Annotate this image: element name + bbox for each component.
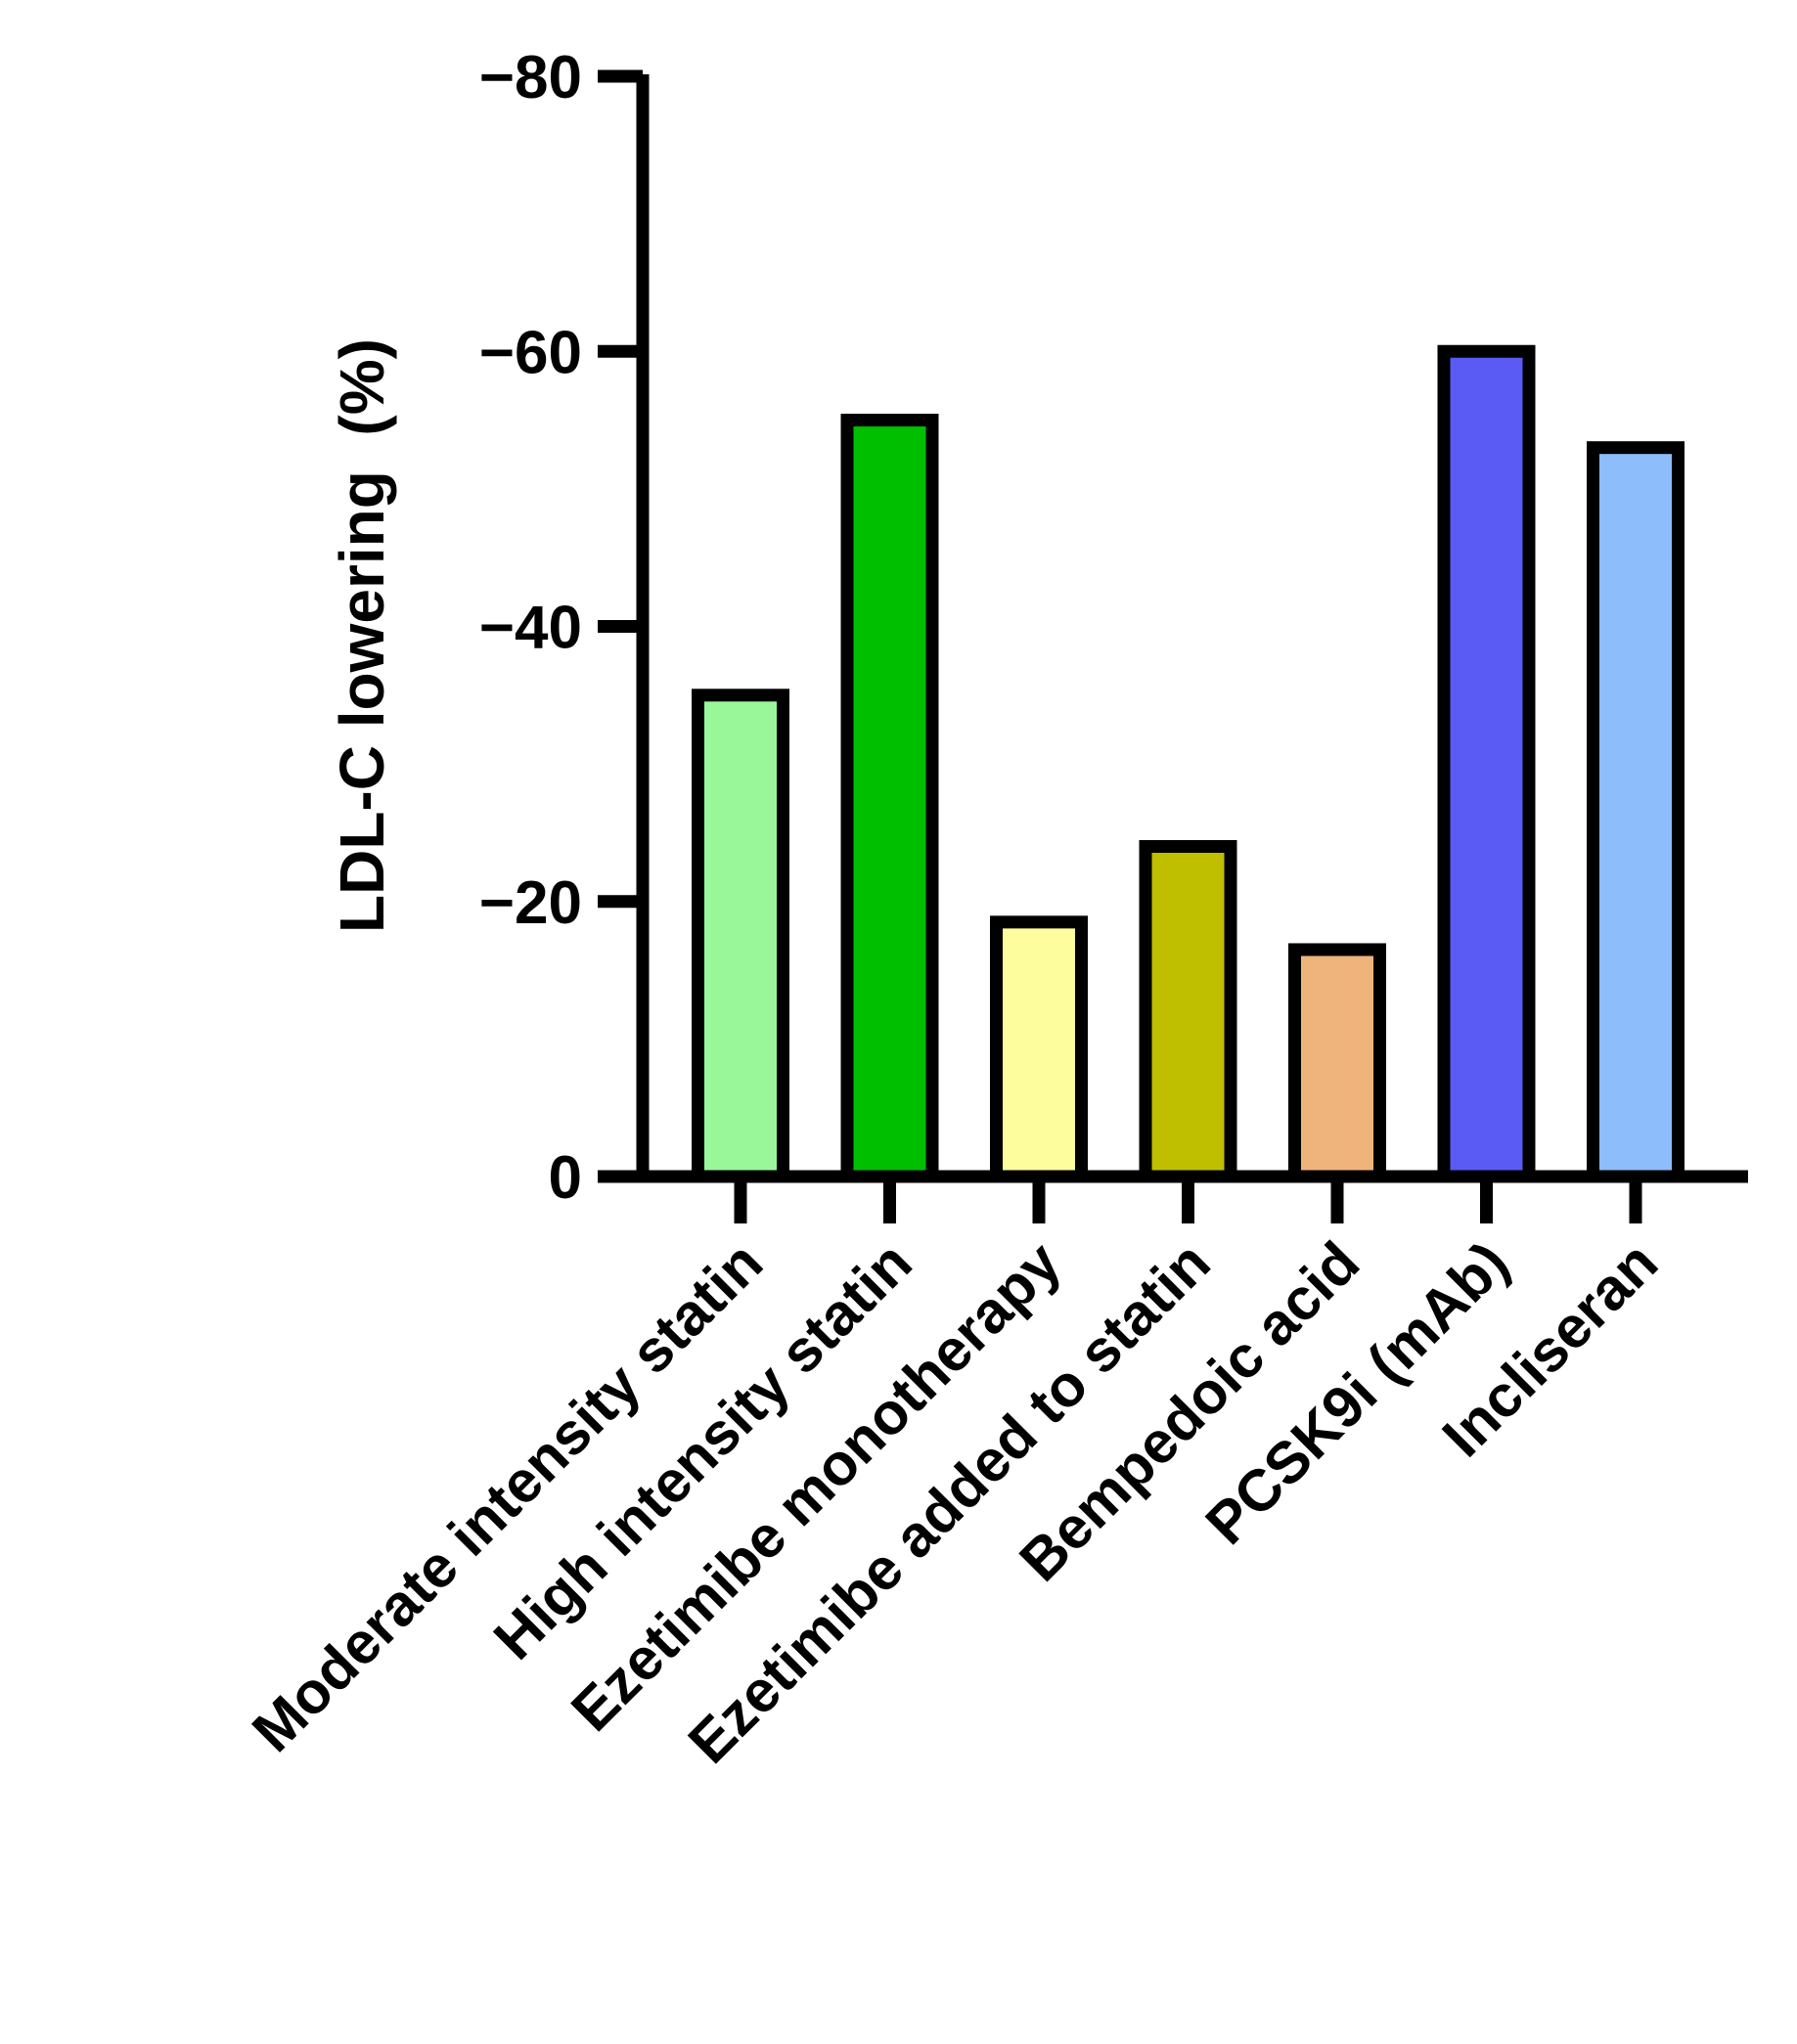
bar	[840, 414, 939, 1183]
bar	[1437, 344, 1536, 1183]
bar	[1139, 840, 1237, 1183]
bar	[1288, 943, 1386, 1183]
bars	[692, 344, 1685, 1183]
bar	[990, 915, 1088, 1183]
y-tick-label: −40	[479, 595, 582, 662]
y-axis-title: LDL-C lowering (%)	[327, 338, 397, 933]
y-tick-label: −60	[479, 319, 582, 386]
bar	[1587, 441, 1685, 1183]
y-tick-label: −80	[479, 44, 582, 111]
plot-area: −80 −60 −40 −20 0 Moderate intensity statinH…	[240, 44, 1748, 1776]
y-tick-label: 0	[549, 1144, 582, 1212]
y-tick-label: −20	[479, 869, 582, 937]
bar	[692, 689, 789, 1183]
y-axis: −80 −60 −40 −20 0	[479, 44, 650, 1212]
